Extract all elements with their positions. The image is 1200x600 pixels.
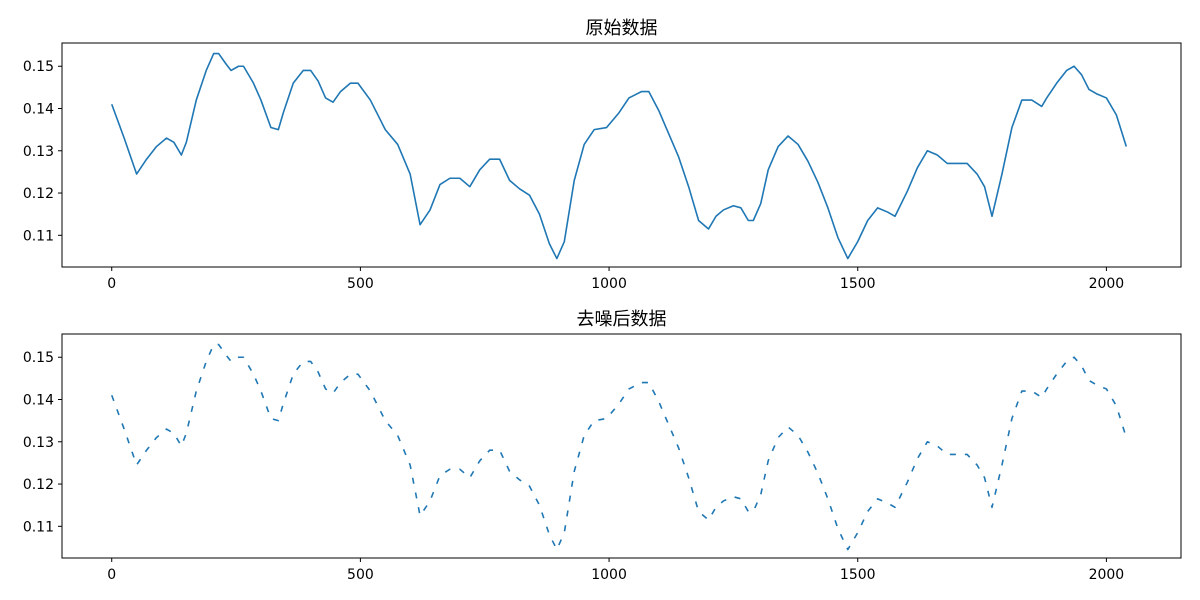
- y-tick-label: 0.11: [23, 228, 54, 244]
- plot-frame: [61, 333, 1182, 559]
- subplot-denoised-data: 去噪后数据 0 500 1000 1500 2000 0.11 0.12 0.13 0.14 0.…: [23, 309, 1182, 583]
- x-tick-label: 1000: [591, 276, 627, 292]
- x-tick-label: 1500: [840, 276, 876, 292]
- axes-group: 0 500 1000 1500 2000 0.11 0.12 0.13 0.14 0.15: [23, 59, 1124, 292]
- chart-title: 原始数据: [586, 18, 658, 39]
- y-tick-label: 0.11: [23, 519, 54, 535]
- series-group: [110, 343, 1128, 551]
- y-tick-label: 0.14: [23, 102, 54, 118]
- y-tick-label: 0.12: [23, 186, 54, 202]
- subplot-raw-data: 原始数据 0 500 1000 1500 2000 0.11 0.12 0.13 0.14 0.1…: [23, 18, 1182, 292]
- x-tick-label: 1000: [591, 567, 627, 583]
- x-tick-label: 2000: [1089, 567, 1125, 583]
- y-tick-label: 0.13: [23, 144, 54, 160]
- y-tick-label: 0.15: [23, 350, 54, 366]
- y-tick-label: 0.15: [23, 59, 54, 75]
- x-tick-label: 500: [347, 567, 374, 583]
- chart-title: 去噪后数据: [577, 309, 667, 330]
- x-tick-label: 2000: [1089, 276, 1125, 292]
- series-line: [110, 52, 1128, 260]
- series-group: [110, 52, 1128, 260]
- x-tick-label: 0: [107, 276, 116, 292]
- y-tick-label: 0.12: [23, 477, 54, 493]
- axes-group: 0 500 1000 1500 2000 0.11 0.12 0.13 0.14 0.15: [23, 350, 1124, 583]
- series-line: [110, 343, 1128, 551]
- plot-frame: [61, 42, 1182, 268]
- y-tick-label: 0.13: [23, 435, 54, 451]
- x-tick-label: 1500: [840, 567, 876, 583]
- x-tick-label: 500: [347, 276, 374, 292]
- y-tick-label: 0.14: [23, 393, 54, 409]
- x-tick-label: 0: [107, 567, 116, 583]
